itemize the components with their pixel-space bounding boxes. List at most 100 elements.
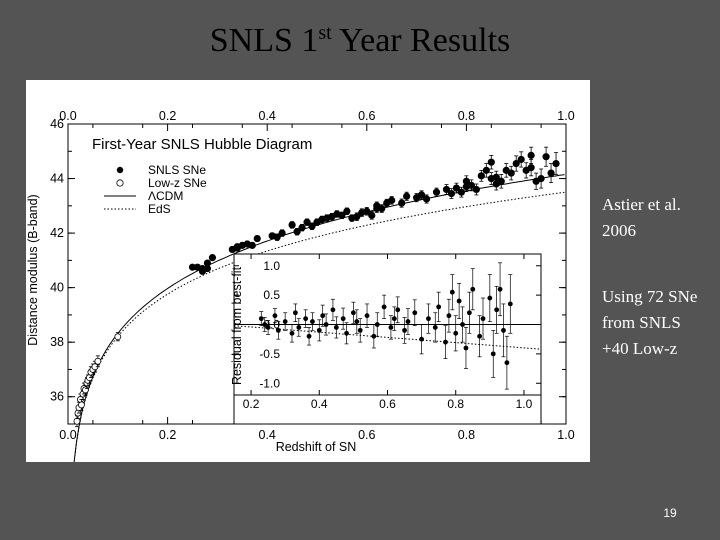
inset-residual-point	[490, 351, 496, 357]
snls-point	[298, 224, 306, 232]
page-number: 19	[663, 506, 677, 520]
inset-residual-point	[504, 360, 510, 366]
inset-residual-point	[344, 330, 349, 336]
snls-point	[512, 159, 520, 168]
snls-point	[537, 174, 545, 183]
slide-title-rest: Year Results	[331, 22, 511, 59]
main-x-tick-label-bottom: 0.8	[458, 428, 475, 442]
snls-point	[278, 229, 286, 237]
main-plot-ticks	[67, 123, 567, 425]
inset-residual-point	[333, 325, 339, 330]
snls-point	[492, 173, 500, 181]
lowz-point	[82, 386, 89, 394]
main-x-axis-label: Redshift of SN	[276, 440, 357, 454]
inset-residual-point	[374, 322, 380, 327]
inset-residual-point	[293, 310, 298, 316]
inset-x-tick-label: 0.8	[447, 397, 464, 411]
main-y-tick-label: 38	[50, 335, 64, 349]
main-x-tick-label-top: 1.0	[557, 109, 574, 123]
inset-residual-point	[477, 333, 482, 339]
snls-point	[308, 222, 316, 230]
snls-point	[462, 177, 470, 185]
snls-point	[467, 181, 475, 189]
snls-point	[432, 188, 441, 196]
inset-residual-point	[456, 298, 462, 304]
inset-residual-point	[460, 322, 465, 327]
snls-point	[338, 211, 346, 219]
main-y-tick-label: 42	[50, 226, 64, 240]
main-y-tick-label: 46	[50, 117, 64, 131]
snls-point	[253, 234, 261, 243]
main-x-tick-label-top: 0.8	[458, 109, 475, 123]
inset-residual-point	[405, 319, 411, 324]
snls-point	[552, 159, 560, 168]
hubble-diagram-svg: 0.0 0.0 0.2 0.2 0.4 0.4 0.6 0.6 0.8 0.8 1.0 1.0 36 38…	[26, 109, 575, 462]
snls-point	[507, 169, 515, 177]
inset-residual-point	[272, 313, 278, 319]
chart-title: First-Year SNLS Hubble Diagram	[92, 136, 312, 153]
inset-residual-point	[320, 313, 326, 319]
snls-point	[447, 189, 456, 198]
inset-x-tick-label: 0.2	[243, 397, 260, 411]
legend-label-snls: SNLS SNe	[148, 163, 206, 177]
inset-residual-point	[350, 310, 356, 316]
legend-marker-lowz	[116, 179, 124, 187]
snls-point	[388, 196, 396, 204]
inset-residual-point	[391, 316, 397, 322]
inset-y-tick-label: 0.5	[263, 288, 280, 302]
inset-x-tick-label: 0.4	[311, 397, 328, 411]
inset-plot-tick-labels: 0.2 0.4 0.6 0.8 1.01.00.50.0-0.5-1.0	[243, 259, 533, 411]
legend-label-lowz: Low-z SNe	[148, 176, 207, 190]
chart-title-background	[88, 132, 360, 154]
inset-x-tick-label: 0.6	[379, 397, 396, 411]
snls-point	[477, 172, 485, 180]
inset-residual-point	[402, 327, 407, 333]
inset-residual-point	[436, 304, 442, 310]
snls-point	[368, 211, 376, 219]
sample-note-line-2: from SNLS	[602, 313, 681, 332]
inset-residual-point	[432, 325, 438, 330]
citation-note: Astier et al. 2006	[602, 195, 681, 240]
snls-point	[208, 254, 217, 262]
inset-residual-point	[357, 327, 363, 333]
main-y-tick-label: 44	[50, 172, 64, 186]
inset-y-axis-label: Residual from best-fit	[230, 266, 244, 385]
snls-point	[487, 158, 495, 166]
inset-residual-point	[507, 301, 513, 307]
snls-point	[472, 185, 480, 194]
snls-point	[482, 166, 490, 174]
legend-marker-snls	[116, 166, 124, 174]
snls-point	[378, 204, 386, 213]
snls-point	[457, 188, 466, 196]
slide-title-main: SNLS 1	[209, 22, 319, 59]
snls-point	[343, 207, 351, 215]
inset-y-tick-label: -1.0	[259, 376, 280, 390]
inset-residual-point	[330, 307, 336, 313]
inset-residual-point	[412, 310, 418, 316]
main-y-tick-label: 40	[50, 281, 64, 295]
inset-eds-line	[233, 325, 542, 350]
inset-residual-point	[395, 307, 401, 313]
legend-label-lcdm: ΛCDM	[148, 189, 183, 203]
inset-residual-point	[426, 316, 431, 322]
main-x-tick-label-bottom: 0.2	[159, 428, 176, 442]
snls-point	[203, 259, 212, 267]
inset-residual-point	[381, 304, 387, 310]
snls-point	[547, 169, 555, 177]
snls-point	[517, 155, 525, 164]
hubble-diagram-figure: 0.0 0.0 0.2 0.2 0.4 0.4 0.6 0.6 0.8 0.8 1.0 1.0 36 38…	[26, 80, 590, 462]
inset-plot-points	[258, 262, 513, 390]
inset-residual-point	[501, 327, 506, 333]
legend-label-eds: EdS	[148, 202, 171, 216]
sample-note-line-3: +40 Low-z	[602, 339, 678, 358]
inset-residual-point	[466, 310, 472, 316]
main-x-tick-label-top: 0.6	[358, 109, 375, 123]
inset-residual-point	[449, 289, 455, 295]
snls-point	[527, 164, 535, 172]
model-curve-eds	[73, 191, 565, 462]
snls-point	[273, 233, 281, 241]
inset-residual-point	[265, 325, 271, 330]
snls-point	[288, 221, 296, 229]
inset-residual-point	[371, 333, 377, 339]
inset-residual-point	[446, 313, 452, 319]
